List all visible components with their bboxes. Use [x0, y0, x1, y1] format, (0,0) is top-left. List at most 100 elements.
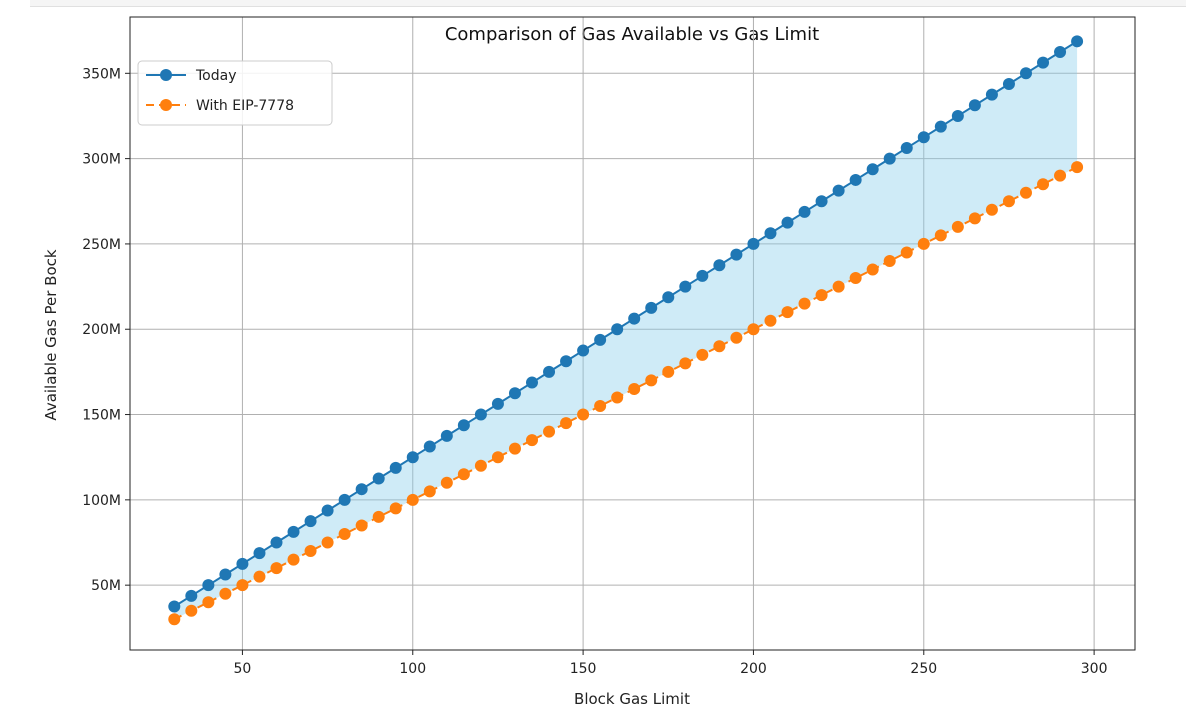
data-point-eip-7778	[423, 485, 436, 498]
data-point-eip-7778	[747, 323, 760, 336]
data-point-eip-7778	[1071, 161, 1084, 174]
data-point-today	[253, 547, 266, 560]
data-point-eip-7778	[508, 442, 521, 455]
data-point-eip-7778	[781, 306, 794, 319]
y-tick-label: 50M	[91, 578, 121, 594]
data-point-today	[679, 280, 692, 293]
plot-frame	[129, 16, 1136, 651]
y-axis: 50M 100M 150M 200M 250M 300M 350M	[82, 66, 130, 594]
data-point-today	[560, 355, 573, 368]
data-point-today	[798, 205, 811, 218]
x-axis-label: Block Gas Limit	[574, 690, 690, 708]
data-point-eip-7778	[628, 382, 641, 395]
data-point-eip-7778	[491, 451, 504, 464]
legend-label-today: Today	[195, 68, 237, 84]
data-point-today	[355, 483, 368, 496]
fill-between-area	[174, 41, 1078, 620]
data-point-eip-7778	[934, 229, 947, 242]
data-point-eip-7778	[321, 536, 334, 549]
data-point-eip-7778	[713, 340, 726, 353]
data-point-eip-7778	[917, 237, 930, 250]
data-point-eip-7778	[560, 417, 573, 430]
data-point-eip-7778	[798, 297, 811, 310]
data-point-today	[1037, 56, 1050, 69]
legend-marker-eip	[160, 99, 172, 111]
data-point-today	[713, 259, 726, 272]
data-point-eip-7778	[338, 527, 351, 540]
data-point-today	[815, 195, 828, 208]
data-point-today	[526, 376, 538, 389]
data-point-today	[730, 248, 743, 261]
data-point-eip-7778	[526, 434, 538, 447]
data-point-today	[747, 237, 760, 250]
data-point-eip-7778	[611, 391, 624, 404]
data-point-eip-7778	[577, 408, 590, 421]
data-point-eip-7778	[1019, 186, 1032, 199]
data-point-eip-7778	[1037, 178, 1050, 191]
data-point-eip-7778	[662, 365, 675, 378]
data-point-eip-7778	[389, 502, 402, 515]
x-tick-label: 100	[399, 661, 426, 677]
data-point-today	[406, 451, 419, 464]
data-point-eip-7778	[764, 314, 777, 327]
data-point-today	[594, 333, 607, 346]
data-point-today	[662, 291, 675, 304]
x-tick-label: 200	[740, 661, 767, 677]
y-tick-label: 200M	[82, 322, 121, 338]
data-point-today	[645, 301, 658, 314]
data-point-today	[934, 120, 947, 133]
data-point-eip-7778	[287, 553, 300, 566]
x-tick-label: 50	[234, 661, 252, 677]
data-point-today	[185, 589, 198, 602]
data-point-today	[219, 568, 232, 581]
data-point-eip-7778	[185, 604, 198, 617]
data-point-eip-7778	[730, 331, 743, 344]
data-point-eip-7778	[236, 579, 249, 592]
legend-label-eip: With EIP-7778	[196, 98, 294, 114]
data-point-eip-7778	[270, 562, 283, 575]
data-point-eip-7778	[679, 357, 692, 370]
y-tick-label: 300M	[82, 152, 121, 168]
data-point-today	[491, 397, 504, 410]
data-point-today	[951, 109, 964, 122]
data-point-eip-7778	[253, 570, 266, 583]
data-point-today	[372, 472, 385, 485]
data-point-eip-7778	[372, 510, 385, 523]
legend-marker-today	[160, 69, 172, 81]
data-point-today	[696, 269, 709, 282]
y-tick-label: 250M	[82, 237, 121, 253]
data-point-today	[577, 344, 590, 357]
data-point-eip-7778	[832, 280, 845, 293]
x-axis: 50 100 150 200 250 300	[234, 650, 1108, 677]
data-point-today	[543, 365, 556, 378]
data-point-today	[457, 419, 470, 432]
data-point-eip-7778	[968, 212, 981, 225]
x-tick-label: 150	[570, 661, 597, 677]
data-point-today	[168, 600, 181, 613]
legend-box	[137, 60, 333, 126]
x-tick-label: 300	[1081, 661, 1108, 677]
data-point-today	[423, 440, 436, 453]
data-point-eip-7778	[815, 289, 828, 302]
data-point-today	[474, 408, 487, 421]
data-point-eip-7778	[457, 468, 470, 481]
y-tick-label: 100M	[82, 493, 121, 509]
data-point-today	[628, 312, 641, 325]
data-point-today	[202, 579, 215, 592]
y-tick-label: 350M	[82, 66, 121, 82]
data-point-eip-7778	[1054, 169, 1067, 182]
data-point-eip-7778	[355, 519, 368, 532]
data-point-today	[287, 525, 300, 538]
data-point-eip-7778	[474, 459, 487, 472]
chart-title: Comparison of Gas Available vs Gas Limit	[445, 24, 819, 45]
data-point-today	[1002, 77, 1015, 90]
data-point-today	[338, 493, 351, 506]
data-point-today	[764, 227, 777, 240]
data-point-eip-7778	[1002, 195, 1015, 208]
data-point-eip-7778	[866, 263, 879, 276]
legend: Today With EIP-7778	[137, 60, 333, 126]
data-point-today	[304, 515, 317, 528]
data-point-eip-7778	[985, 203, 998, 216]
data-point-eip-7778	[951, 220, 964, 233]
